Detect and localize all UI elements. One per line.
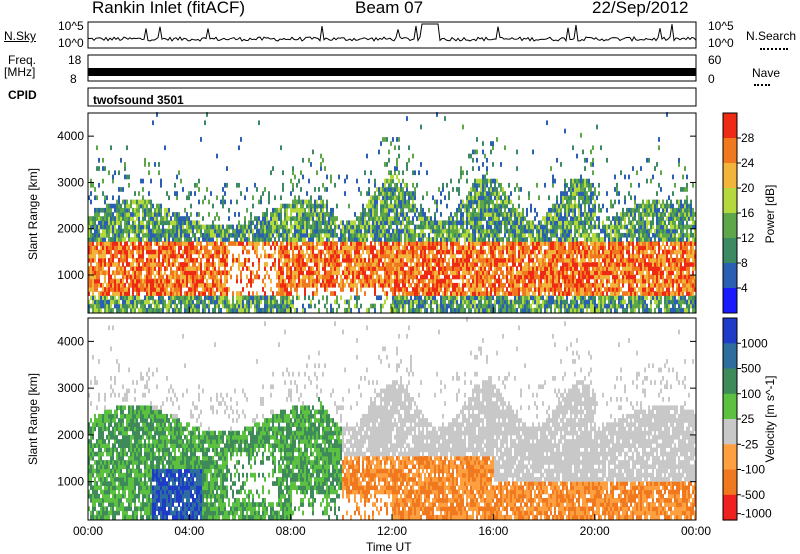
station-title: Rankin Inlet (fitACF) <box>92 0 246 17</box>
nsearch-label: N.Search <box>746 29 797 43</box>
vel-colorbar-swatch <box>723 368 737 395</box>
power-colorbar-swatch <box>723 213 737 239</box>
nsearch-tick-top: 10^5 <box>708 19 734 33</box>
freq-tick-top: 18 <box>68 53 82 67</box>
vel-ytick-label: 4000 <box>57 334 84 348</box>
vel-colorbar-tick-label: 1000 <box>741 336 768 350</box>
power-colorbar-swatch <box>723 238 737 264</box>
vel-colorbar-tick-label: -25 <box>741 437 759 451</box>
vel-colorbar-swatch <box>723 318 737 344</box>
xtick-label: 00:00 <box>681 524 711 538</box>
power-colorbar-swatch <box>723 163 737 189</box>
date-title: 22/Sep/2012 <box>592 0 689 17</box>
nsky-series-line <box>87 23 697 43</box>
vel-colorbar-tick-label: -1000 <box>741 507 772 521</box>
vel-ytick-label: 2000 <box>57 428 84 442</box>
nave-tick-bottom: 0 <box>708 72 715 86</box>
vel-ytick-label: 3000 <box>57 381 84 395</box>
vel-colorbar-swatch <box>723 393 737 420</box>
xtick-label: 12:00 <box>377 524 407 538</box>
cpid-value: twofsound 3501 <box>93 93 184 107</box>
power-colorbar-tick-label: 28 <box>741 131 755 145</box>
vel-colorbar-tick-label: 500 <box>741 362 761 376</box>
power-colorbar-tick-label: 8 <box>741 256 748 270</box>
xtick-label: 08:00 <box>276 524 306 538</box>
cpid-strip-frame <box>87 87 697 107</box>
vel-colorbar-swatch <box>723 469 737 496</box>
freq-tick-bottom: 8 <box>70 72 77 86</box>
power-heatmap-cells <box>88 112 696 313</box>
power-colorbar-tick-label: 4 <box>741 281 748 295</box>
nave-label: Nave <box>752 66 781 80</box>
power-colorbar-swatch <box>723 188 737 214</box>
power-colorbar-tick-label: 12 <box>741 231 755 245</box>
vel-heatmap-cells <box>88 317 696 520</box>
nsky-strip-frame <box>87 21 697 49</box>
power-colorbar-swatch <box>723 288 737 314</box>
vel-colorbar-swatch <box>723 444 737 471</box>
nave-line-key <box>754 84 770 86</box>
x-axis-label: Time UT <box>366 540 412 554</box>
power-ytick-label: 2000 <box>57 222 84 236</box>
xtick-label: 00:00 <box>73 524 103 538</box>
vel-colorbar-swatch <box>723 494 737 521</box>
vel-colorbar-tick-label: 100 <box>741 387 761 401</box>
vel-colorbar-tick-label: 25 <box>741 412 755 426</box>
power-ytick-label: 1000 <box>57 268 84 282</box>
nsearch-line-key <box>760 48 788 50</box>
nsky-label: N.Sky <box>4 29 37 43</box>
xtick-label: 20:00 <box>580 524 610 538</box>
freq-label: Freq. <box>8 53 37 67</box>
power-colorbar-swatch <box>723 263 737 289</box>
power-colorbar-tick-label: 16 <box>741 206 755 220</box>
vel-colorbar-tick-label: -500 <box>741 488 765 502</box>
freq-series-band <box>88 68 696 76</box>
xtick-label: 16:00 <box>478 524 508 538</box>
power-colorbar-swatch <box>723 138 737 164</box>
power-colorbar-swatch <box>723 113 737 139</box>
power-ytick-label: 3000 <box>57 175 84 189</box>
nsky-tick-bottom: 10^0 <box>58 36 84 50</box>
cpid-label: CPID <box>8 88 37 102</box>
vel-colorbar-swatch <box>723 343 737 370</box>
xtick-label: 04:00 <box>174 524 204 538</box>
power-colorbar-tick-label: 24 <box>741 156 755 170</box>
nsky-tick-top: 10^5 <box>58 19 84 33</box>
nave-tick-top: 60 <box>708 53 722 67</box>
vel-colorbar-tick-label: -100 <box>741 463 765 477</box>
power-ytick-label: 4000 <box>57 129 84 143</box>
nsearch-tick-bottom: 10^0 <box>708 36 734 50</box>
vel-ytick-label: 1000 <box>57 475 84 489</box>
beam-title: Beam 07 <box>355 0 424 17</box>
vel-colorbar-swatch <box>723 419 737 445</box>
freq-unit-label: [MHz] <box>4 65 36 79</box>
power-colorbar-tick-label: 20 <box>741 181 755 195</box>
